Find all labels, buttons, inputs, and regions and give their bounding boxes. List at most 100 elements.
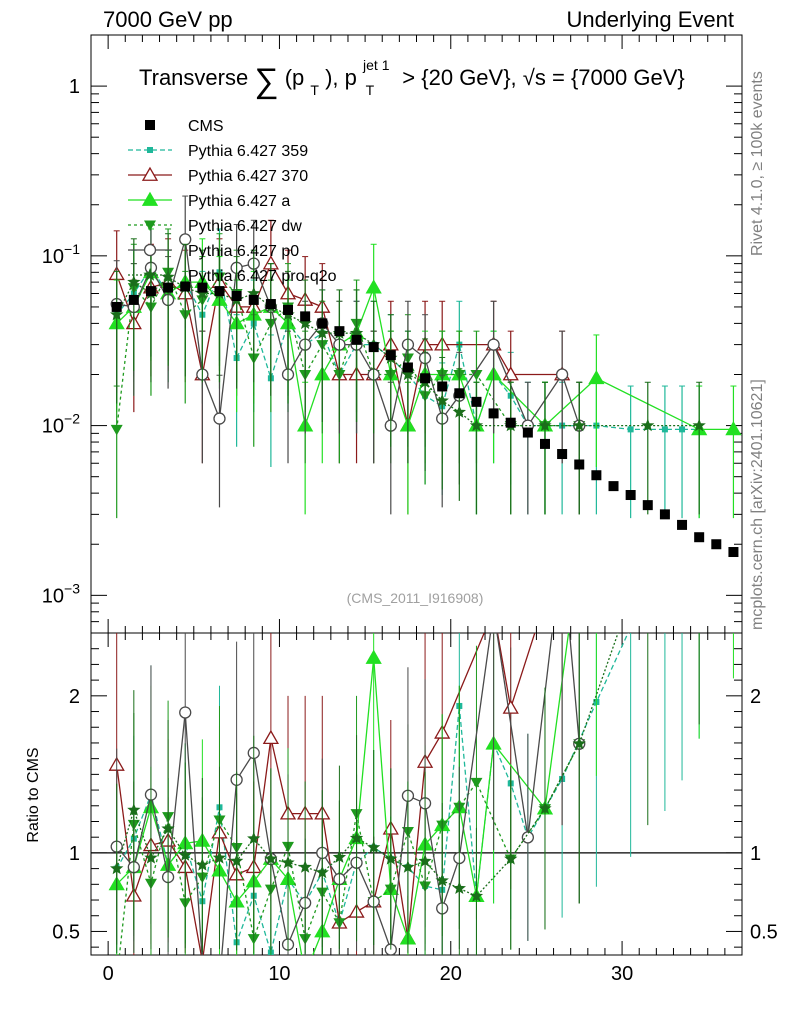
marker-circle (179, 706, 192, 719)
marker-cms (694, 532, 705, 543)
marker-cms (677, 519, 688, 530)
marker-triangle (141, 191, 159, 206)
titles: Transverse ∑ (p T ), p jet 1 T > {20 GeV… (25, 50, 766, 843)
legend-label: Pythia 6.427 370 (188, 168, 308, 185)
y-tick-label: 1 (69, 76, 80, 98)
side-label-mcplots: mcplots.cern.ch [arXiv:2401.10621] (749, 379, 766, 630)
legend-label: Pythia 6.427 359 (188, 143, 308, 160)
title-sup: jet 1 (362, 57, 390, 73)
marker-star (418, 854, 432, 867)
marker-cms (402, 362, 413, 373)
marker-cms (711, 539, 722, 550)
marker-star (230, 854, 244, 867)
marker-triangle (298, 967, 312, 979)
marker-star (298, 860, 312, 873)
marker-cms (265, 299, 276, 310)
marker-triangle (262, 729, 280, 745)
title-paren-open: (p (285, 65, 305, 90)
marker-star (264, 851, 278, 865)
legend-label: Pythia 6.427 a (188, 193, 290, 210)
marker-star (178, 848, 192, 861)
marker-cms (522, 427, 533, 438)
title-sub1: T (310, 82, 319, 98)
marker-star (315, 326, 329, 339)
marker-cms (574, 459, 585, 470)
marker-cms (454, 388, 465, 399)
ratio-frame (90, 632, 743, 956)
title-sum: ∑ (254, 62, 278, 100)
marker-cms (283, 304, 294, 315)
y-tick-label: 10−2 (42, 411, 80, 438)
x-tick-label: 10 (268, 963, 290, 985)
marker-cms (111, 301, 122, 312)
y-tick-label: 10−3 (42, 580, 80, 607)
marker-cms (145, 286, 156, 297)
marker-square (628, 624, 634, 630)
marker-star (641, 418, 655, 432)
marker-star (349, 326, 364, 339)
marker-cms (145, 120, 155, 130)
marker-triangle-down (470, 777, 483, 789)
marker-cms (625, 490, 636, 501)
marker-cms (420, 373, 431, 384)
marker-square (696, 329, 702, 335)
marker-cms (214, 286, 225, 297)
marker-square (679, 426, 686, 433)
marker-star (127, 803, 141, 816)
marker-star (538, 801, 552, 815)
ratio-series-Pythia 6.427 dw (118, 633, 586, 955)
marker-star (469, 889, 484, 902)
marker-circle (143, 243, 157, 257)
marker-circle (197, 956, 208, 967)
marker-star (195, 286, 209, 300)
marker-triangle (725, 421, 742, 436)
marker-square (627, 426, 634, 433)
legend-label: Pythia 6.427 dw (188, 218, 302, 235)
marker-circle (557, 542, 568, 553)
marker-star (435, 873, 449, 887)
ratio-y-tick-label: 1 (69, 843, 80, 865)
marker-star (143, 268, 157, 281)
marker-cms (488, 408, 499, 419)
marker-star (212, 851, 227, 864)
marker-triangle (588, 369, 605, 385)
title-sub2: T (366, 82, 375, 98)
marker-triangle (692, 325, 706, 337)
ratio-panel: 0 10 20 30 0.5 0.5 1 1 2 2 (52, 325, 778, 985)
marker-cms (608, 481, 619, 492)
marker-triangle (502, 699, 519, 714)
marker-cms (248, 294, 259, 305)
marker-cms (437, 381, 448, 392)
ratio-y-tick-label: 2 (69, 686, 80, 708)
marker-star (315, 865, 329, 879)
marker-cms (317, 318, 328, 329)
ratio-y-tick-label-right: 2 (750, 686, 761, 708)
marker-cms (659, 509, 670, 520)
marker-cms (300, 311, 311, 322)
marker-cms (471, 396, 482, 407)
title-sqrt: √s (523, 65, 546, 90)
marker-star (572, 418, 586, 432)
marker-star (110, 307, 124, 321)
marker-star (469, 418, 484, 432)
marker-circle (488, 605, 499, 616)
marker-star (435, 393, 449, 407)
x-tick-label: 20 (440, 963, 462, 985)
marker-star (127, 275, 141, 288)
ratio-ylabel: Ratio to CMS (25, 747, 42, 842)
title-paren-close: ), p (325, 65, 357, 90)
plot-title: Transverse ∑ (p T ), p jet 1 T > {20 GeV… (139, 50, 685, 100)
marker-triangle (201, 953, 204, 955)
marker-cms (128, 294, 139, 305)
marker-triangle-down (470, 369, 483, 381)
marker-star (692, 418, 706, 432)
marker-star (384, 851, 398, 865)
marker-cms (539, 438, 550, 449)
marker-star (247, 831, 261, 845)
marker-triangle-down (110, 424, 123, 436)
marker-star (538, 418, 552, 432)
legend-item: Pythia 6.427 370 (128, 166, 308, 185)
marker-star (281, 855, 295, 869)
marker-star (572, 736, 586, 750)
